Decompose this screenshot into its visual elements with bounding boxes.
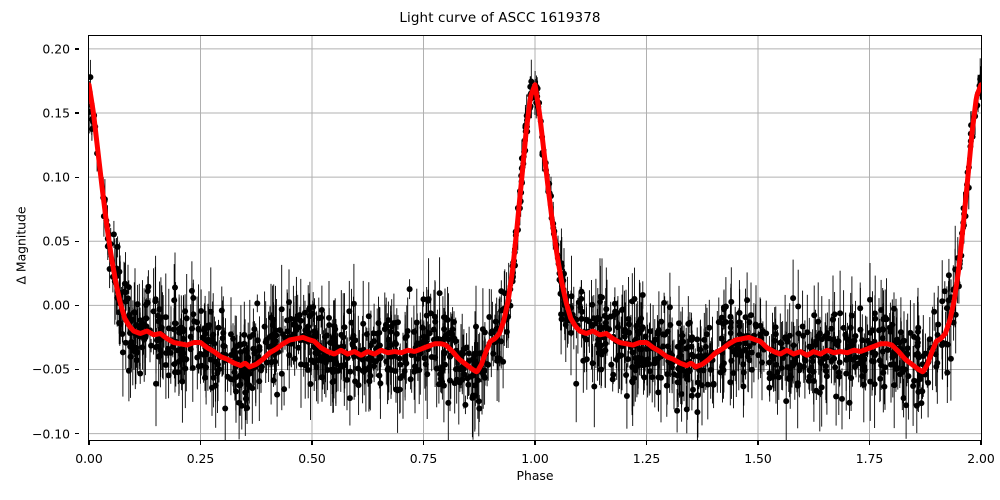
model-curve-layer xyxy=(89,82,981,375)
x-tick-label: 0.00 xyxy=(75,451,103,466)
x-tick-label: 2.00 xyxy=(967,451,995,466)
y-tick-mark xyxy=(75,112,79,114)
x-tick-mark xyxy=(980,441,982,445)
x-tick-label: 1.50 xyxy=(744,451,772,466)
x-tick-mark xyxy=(534,441,536,445)
x-tick-label: 0.25 xyxy=(186,451,215,466)
x-tick-label: 1.75 xyxy=(855,451,884,466)
y-tick-mark xyxy=(75,240,79,242)
y-axis-label: Δ Magnitude xyxy=(13,206,29,285)
x-tick-label: 1.00 xyxy=(521,451,549,466)
x-tick-mark xyxy=(645,441,648,445)
x-tick-mark xyxy=(422,441,425,445)
y-axis-tick-labels: −0.10 −0.05 0.00 0.05 0.10 0.15 0.20 xyxy=(0,35,79,441)
x-tick-mark xyxy=(757,441,759,445)
x-tick-label: 0.75 xyxy=(409,451,438,466)
smoothed-model-curve xyxy=(89,82,981,375)
plot-area[interactable] xyxy=(88,35,982,441)
y-tick-mark xyxy=(75,433,79,435)
chart-title: Light curve of ASCC 1619378 xyxy=(399,10,601,26)
y-tick-label: −0.10 xyxy=(32,426,70,442)
x-axis-tick-labels: 0.00 0.25 0.50 0.75 1.00 1.25 1.50 1.75 2.00 xyxy=(75,441,995,467)
y-tick-mark xyxy=(75,304,79,307)
light-curve-plot xyxy=(89,36,981,440)
y-tick-label: 0.20 xyxy=(42,41,70,57)
y-tick-mark xyxy=(75,48,79,50)
x-tick-mark xyxy=(88,441,90,445)
y-tick-label: 0.00 xyxy=(42,297,70,313)
x-tick-label: 1.25 xyxy=(632,451,661,466)
x-axis-label: Phase xyxy=(516,468,554,483)
x-tick-mark xyxy=(868,441,871,445)
x-tick-mark xyxy=(199,441,202,445)
y-tick-label: 0.15 xyxy=(42,105,70,121)
y-tick-label: 0.05 xyxy=(42,233,70,249)
y-tick-mark xyxy=(75,368,79,371)
y-tick-mark xyxy=(75,176,79,178)
x-tick-mark xyxy=(311,441,313,445)
y-tick-label: −0.05 xyxy=(32,361,70,377)
y-tick-label: 0.10 xyxy=(42,169,70,185)
x-tick-label: 0.50 xyxy=(298,451,326,466)
